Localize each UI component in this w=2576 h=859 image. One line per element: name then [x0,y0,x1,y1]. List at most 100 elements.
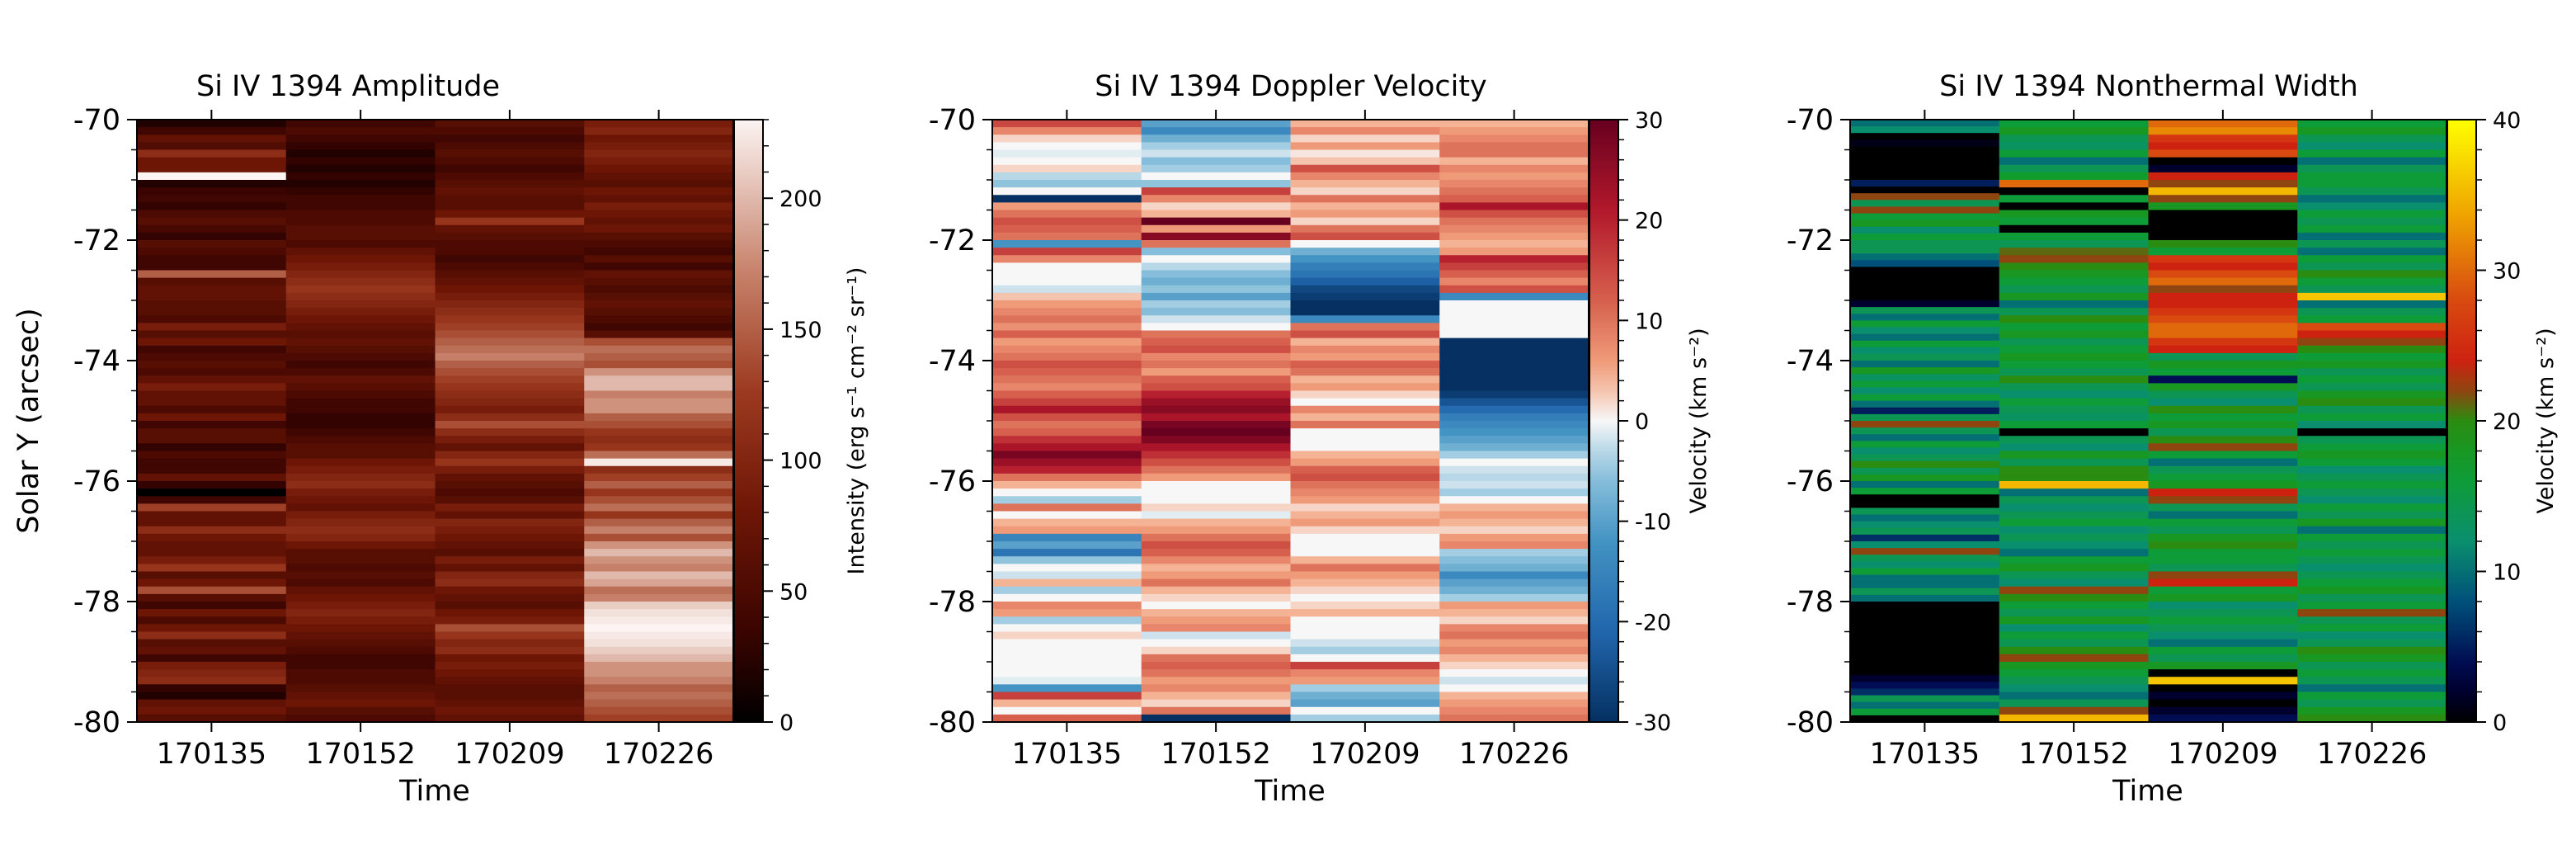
heatmap-cell [1290,549,1440,557]
heatmap-cell [1999,691,2150,701]
heatmap-cell [584,677,734,685]
heatmap-cell [2297,240,2447,248]
heatmap-cell [2297,217,2447,226]
heatmap-cell [1141,669,1292,677]
heatmap-cell [584,368,734,376]
heatmap-cell [435,533,585,542]
heatmap-cell [285,255,436,263]
heatmap-cell [137,526,287,535]
heatmap-cell [1999,187,2150,196]
heatmap-cell [1141,210,1292,219]
heatmap-cell [1999,602,2150,610]
heatmap-cell [285,586,436,595]
heatmap-cell [435,390,585,399]
heatmap-cell [992,308,1142,316]
heatmap-cell [1999,352,2150,361]
heatmap-cell [137,142,287,151]
heatmap-cell [1141,488,1292,497]
heatmap-cells [992,120,1589,723]
heatmap-cell [2148,240,2298,248]
heatmap-cell [2297,639,2447,648]
heatmap-cell [2148,232,2298,241]
heatmap-cell [1439,609,1589,617]
heatmap-cell [992,180,1142,188]
heatmap-cell [992,706,1142,715]
heatmap-cell [1439,127,1589,135]
heatmap-cell [2148,285,2298,294]
heatmap-cell [1439,142,1589,151]
heatmap-cell [435,654,585,663]
heatmap-cell [992,669,1142,677]
heatmap-cell [1141,436,1292,444]
heatmap-cell [1439,255,1589,263]
heatmap-cell [435,120,585,128]
heatmap-cell [1850,293,2000,301]
heatmap-cell [285,443,436,452]
heatmap-cell [435,323,585,332]
heatmap-cell [435,541,585,550]
heatmap-cell [137,398,287,407]
heatmap-cell [2297,375,2447,384]
heatmap-cell [2148,195,2298,203]
heatmap-cell [2148,187,2298,196]
heatmap-cell [137,262,287,271]
heatmap-cell [1141,292,1292,301]
heatmap-cell [2297,202,2447,211]
heatmap-cell [435,443,585,452]
heatmap-cell [435,240,585,248]
heatmap-cell [435,270,585,279]
panel-title: Si IV 1394 Nonthermal Width [1939,70,2358,103]
x-tick-label: 170226 [1459,738,1570,771]
heatmap-cell [137,375,287,384]
heatmap-cell [2297,120,2447,128]
heatmap-cell [137,451,287,460]
heatmap-cell [2148,602,2298,610]
heatmap-cell [1290,699,1440,708]
heatmap-cell [2297,662,2447,670]
heatmap-cell [137,127,287,135]
heatmap-cell [992,375,1142,384]
heatmap-cell [584,240,734,248]
heatmap-cell [1141,337,1292,347]
heatmap-cell [1141,473,1292,482]
heatmap-cell [2148,451,2298,460]
heatmap-cell [1850,594,2000,602]
heatmap-cell [285,352,436,361]
heatmap-cell [1141,458,1292,467]
heatmap-cell [1850,481,2000,488]
heatmap-cell [584,375,734,384]
heatmap-cell [1439,571,1589,580]
heatmap-cell [1850,153,2000,161]
heatmap-cell [2148,127,2298,135]
heatmap-cell [285,142,436,151]
heatmap-cell [435,564,585,573]
heatmap-cell [584,405,734,414]
heatmap-cell [2297,135,2447,143]
heatmap-cell [285,669,436,677]
heatmap-cell [2297,481,2447,489]
heatmap-cell [1850,648,2000,656]
heatmap-cell [2297,405,2447,414]
heatmap-cell [1439,564,1589,573]
heatmap-cell [435,352,585,361]
heatmap-cell [992,677,1142,685]
heatmap-cell [2297,142,2447,151]
heatmap-cell [1999,405,2150,414]
heatmap-cell [1439,443,1589,452]
heatmap-cell [1999,135,2150,143]
heatmap-cell [285,405,436,414]
heatmap-cell [2148,541,2298,550]
heatmap-cell [584,684,734,693]
heatmap-cell [1290,609,1440,617]
heatmap-cell [285,202,436,211]
heatmap-cell [1850,159,2000,168]
heatmap-cell [1850,561,2000,569]
heatmap-cell [1439,383,1589,392]
heatmap-cell [1141,398,1292,407]
heatmap-cell [1290,564,1440,573]
heatmap-cell [1290,217,1440,226]
heatmap-cell [1439,398,1589,407]
y-tick-label: -74 [73,345,120,378]
y-axis-label: Solar Y (arcsec) [12,308,45,533]
heatmap-cell [137,345,287,354]
